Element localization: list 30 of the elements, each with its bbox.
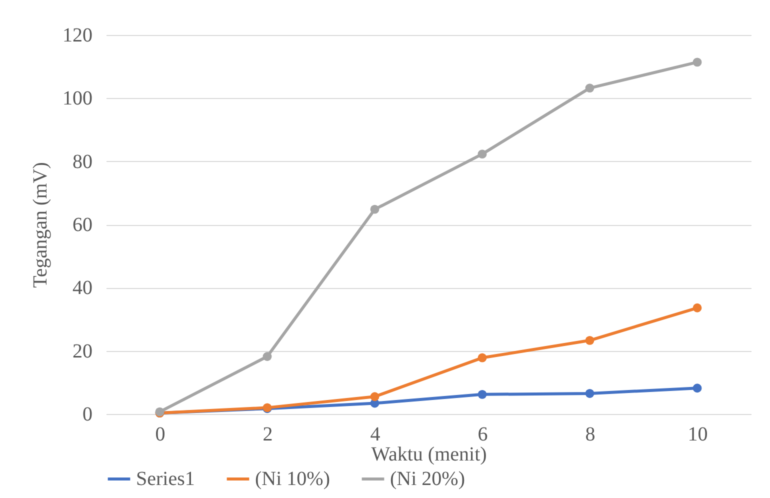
point (478, 353, 487, 362)
point (370, 392, 380, 402)
y-tick-label: 60 (72, 214, 92, 236)
x-tick-label: 0 (155, 424, 166, 446)
x-tick-label: 10 (688, 424, 708, 446)
y-tick-label: 80 (72, 150, 92, 173)
point (262, 352, 272, 361)
point (692, 58, 702, 67)
y-tick-label: 100 (62, 88, 92, 110)
x-tick-label: 2 (262, 424, 273, 446)
legend-label: (Ni 20%) (390, 468, 465, 490)
point (692, 384, 702, 393)
y-tick-label: 120 (62, 24, 92, 46)
point (585, 389, 594, 398)
point (585, 336, 594, 345)
x-tick-label: 6 (478, 424, 488, 446)
point (478, 150, 487, 159)
x-tick-label: 8 (585, 424, 596, 446)
point (370, 204, 380, 214)
point (692, 303, 702, 312)
legend-label: Series1 (136, 468, 195, 490)
y-tick-label: 0 (82, 404, 92, 426)
legend-label: (Ni 10%) (255, 468, 330, 490)
point (585, 84, 594, 93)
y-axis-title: Tegangan (mV) (30, 162, 52, 288)
point (478, 390, 487, 399)
x-tick-label: 4 (370, 424, 380, 446)
x-axis-title: Waktu (menit) (371, 444, 487, 466)
y-tick-label: 40 (72, 277, 92, 300)
y-tick-label: 20 (72, 340, 92, 362)
